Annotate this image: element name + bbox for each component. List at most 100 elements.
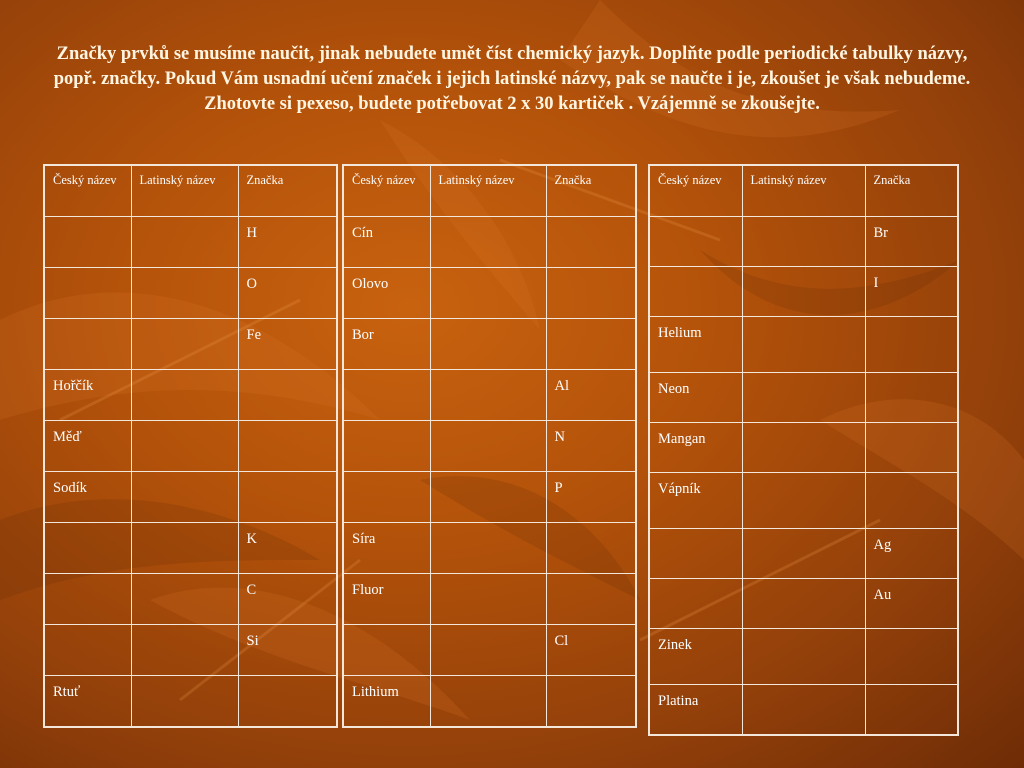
cell-latinsky-nazev xyxy=(130,267,239,319)
cell-cesky-nazev xyxy=(342,369,431,421)
cell-znacka xyxy=(237,675,338,728)
table-row: Platina xyxy=(648,684,959,736)
cell-cesky-nazev xyxy=(43,318,132,370)
cell-znacka xyxy=(864,372,959,423)
cell-znacka: O xyxy=(237,267,338,319)
cell-cesky-nazev xyxy=(43,522,132,574)
cell-cesky-nazev: Platina xyxy=(648,684,743,736)
cell-cesky-nazev xyxy=(648,266,743,317)
cell-latinsky-nazev xyxy=(130,369,239,421)
cell-latinsky-nazev xyxy=(130,573,239,625)
cell-latinsky-nazev xyxy=(130,216,239,268)
table-row: C xyxy=(43,573,338,625)
cell-znacka: C xyxy=(237,573,338,625)
table-row: Hořčík xyxy=(43,369,338,421)
cell-latinsky-nazev xyxy=(130,471,239,523)
table-row: I xyxy=(648,266,959,317)
cell-cesky-nazev: Bor xyxy=(342,318,431,370)
cell-latinsky-nazev xyxy=(741,472,866,529)
cell-znacka: Fe xyxy=(237,318,338,370)
cell-latinsky-nazev xyxy=(130,318,239,370)
cell-latinsky-nazev xyxy=(429,420,547,472)
table-row: Sodík xyxy=(43,471,338,523)
cell-latinsky-nazev xyxy=(741,422,866,473)
cell-cesky-nazev xyxy=(648,578,743,629)
cell-latinsky-nazev xyxy=(741,528,866,579)
cell-znacka xyxy=(545,318,637,370)
table-row: Zinek xyxy=(648,628,959,685)
cell-latinsky-nazev xyxy=(130,624,239,676)
table-row: Neon xyxy=(648,372,959,423)
cell-cesky-nazev: Helium xyxy=(648,316,743,373)
table-row: Mangan xyxy=(648,422,959,473)
table-row: Si xyxy=(43,624,338,676)
header-znacka: Značka xyxy=(237,164,338,217)
header-latinsky-nazev: Latinský název xyxy=(130,164,239,217)
cell-latinsky-nazev xyxy=(429,369,547,421)
cell-znacka: P xyxy=(545,471,637,523)
cell-znacka xyxy=(237,420,338,472)
cell-znacka xyxy=(864,684,959,736)
cell-znacka: Au xyxy=(864,578,959,629)
cell-latinsky-nazev xyxy=(429,471,547,523)
cell-cesky-nazev: Olovo xyxy=(342,267,431,319)
cell-znacka: H xyxy=(237,216,338,268)
cell-cesky-nazev xyxy=(648,528,743,579)
table-row: Síra xyxy=(342,522,637,574)
cell-latinsky-nazev xyxy=(741,266,866,317)
cell-cesky-nazev: Sodík xyxy=(43,471,132,523)
table-row: H xyxy=(43,216,338,268)
cell-znacka xyxy=(864,472,959,529)
table-header-row: Český název Latinský název Značka xyxy=(43,164,338,217)
cell-znacka xyxy=(864,422,959,473)
header-cesky-nazev: Český název xyxy=(43,164,132,217)
cell-cesky-nazev xyxy=(342,420,431,472)
cell-cesky-nazev xyxy=(43,267,132,319)
table-row: Au xyxy=(648,578,959,629)
cell-latinsky-nazev xyxy=(741,372,866,423)
cell-cesky-nazev xyxy=(648,216,743,267)
cell-latinsky-nazev xyxy=(429,216,547,268)
cell-cesky-nazev xyxy=(342,624,431,676)
cell-cesky-nazev: Měď xyxy=(43,420,132,472)
table-row: Cl xyxy=(342,624,637,676)
table-row: Rtuť xyxy=(43,675,338,728)
header-cesky-nazev: Český název xyxy=(648,164,743,217)
cell-latinsky-nazev xyxy=(429,573,547,625)
cell-latinsky-nazev xyxy=(741,316,866,373)
cell-znacka xyxy=(545,675,637,728)
table-row: Měď xyxy=(43,420,338,472)
cell-latinsky-nazev xyxy=(130,420,239,472)
cell-latinsky-nazev xyxy=(741,578,866,629)
table-row: Cín xyxy=(342,216,637,268)
cell-znacka: Si xyxy=(237,624,338,676)
cell-cesky-nazev xyxy=(342,471,431,523)
cell-cesky-nazev: Hořčík xyxy=(43,369,132,421)
header-cesky-nazev: Český název xyxy=(342,164,431,217)
cell-latinsky-nazev xyxy=(741,216,866,267)
cell-cesky-nazev xyxy=(43,216,132,268)
cell-cesky-nazev: Lithium xyxy=(342,675,431,728)
table-row: K xyxy=(43,522,338,574)
cell-latinsky-nazev xyxy=(741,628,866,685)
table-header-row: Český název Latinský název Značka xyxy=(648,164,959,217)
cell-latinsky-nazev xyxy=(130,675,239,728)
cell-cesky-nazev xyxy=(43,624,132,676)
table-row: Fluor xyxy=(342,573,637,625)
cell-znacka xyxy=(864,628,959,685)
cell-latinsky-nazev xyxy=(429,318,547,370)
table-row: Vápník xyxy=(648,472,959,529)
table-row: Al xyxy=(342,369,637,421)
cell-znacka xyxy=(864,316,959,373)
cell-cesky-nazev: Vápník xyxy=(648,472,743,529)
table-row: N xyxy=(342,420,637,472)
table-row: P xyxy=(342,471,637,523)
table-row: Fe xyxy=(43,318,338,370)
header-latinsky-nazev: Latinský název xyxy=(741,164,866,217)
table-row: Helium xyxy=(648,316,959,373)
table-row: Ag xyxy=(648,528,959,579)
elements-table-1: Český název Latinský název Značka H O Fe… xyxy=(43,164,338,728)
cell-cesky-nazev: Síra xyxy=(342,522,431,574)
cell-cesky-nazev: Zinek xyxy=(648,628,743,685)
cell-znacka xyxy=(237,471,338,523)
